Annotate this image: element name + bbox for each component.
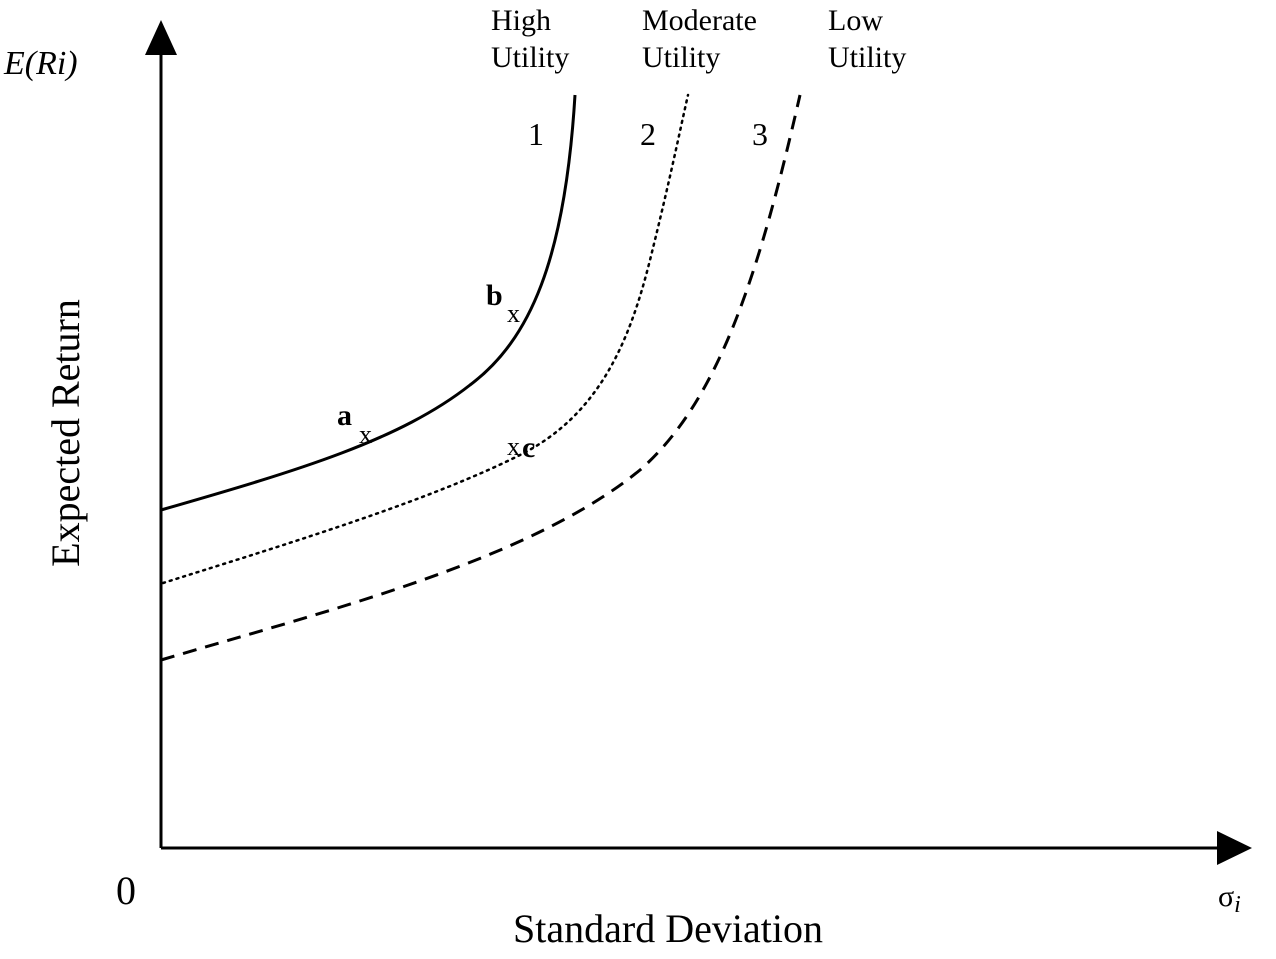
origin-label: 0: [116, 868, 136, 913]
curve-1-title-line1: High: [491, 4, 551, 37]
y-axis-symbol: E(Ri): [3, 45, 78, 82]
curve-2-title-line1: Moderate: [642, 4, 757, 37]
point-c-marker: x: [507, 432, 520, 461]
x-axis-arrowhead: [1217, 831, 1252, 865]
curve-2-moderate-utility: [161, 93, 690, 585]
curve-1-title-line2: Utility: [491, 41, 569, 74]
x-axis-symbol-base: σ: [1218, 880, 1234, 913]
point-a-marker: x: [359, 420, 372, 449]
x-axis-symbol: σi: [1218, 880, 1241, 918]
curve-3-title-line2: Utility: [828, 41, 906, 74]
curve-1-number: 1: [528, 116, 544, 152]
point-b-marker: x: [507, 299, 520, 328]
x-axis-label: Standard Deviation: [513, 906, 823, 951]
point-c-label: c: [522, 431, 535, 464]
point-b-label: b: [486, 279, 503, 312]
curve-2-title-line2: Utility: [642, 41, 720, 74]
curve-1-high-utility: [160, 94, 577, 512]
y-axis-arrowhead: [145, 20, 177, 55]
curve-3-number: 3: [752, 116, 768, 152]
curve-3-title-line1: Low: [828, 4, 883, 37]
curve-2-number: 2: [640, 116, 656, 152]
point-a-label: a: [337, 399, 352, 432]
y-axis-label: Expected Return: [43, 299, 88, 567]
curve-3-low-utility: [160, 94, 802, 662]
x-axis-symbol-sub: i: [1234, 892, 1241, 918]
